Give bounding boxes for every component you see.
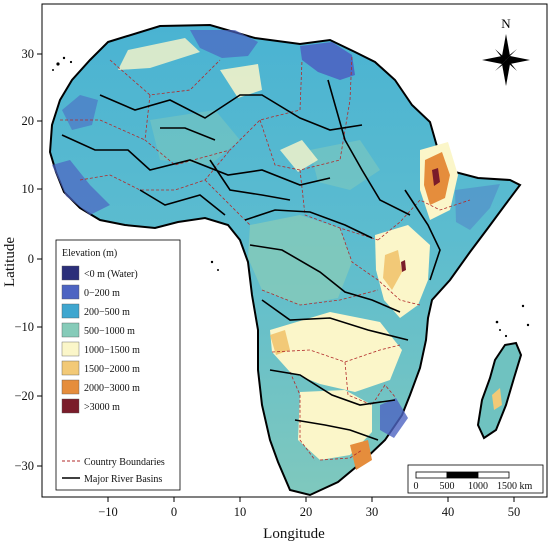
- y-tick-label: 0: [28, 252, 34, 266]
- scale-label: 1000: [468, 481, 488, 492]
- islands: [52, 56, 530, 338]
- legend-label: 0−200 m: [84, 288, 120, 299]
- legend-label: Country Boundaries: [84, 457, 165, 468]
- x-tick-label: 40: [442, 505, 455, 519]
- legend-swatch: [61, 360, 80, 376]
- y-tick-label: 20: [22, 114, 35, 128]
- legend-label: <0 m (Water): [84, 269, 138, 280]
- y-tick-label: −20: [14, 389, 34, 403]
- north-arrow: N: [482, 16, 530, 86]
- legend-swatch: [61, 303, 80, 319]
- legend-label: 1000−1500 m: [84, 345, 140, 356]
- scale-segment: [415, 471, 448, 479]
- legend-swatch: [61, 398, 80, 414]
- north-label: N: [501, 16, 511, 31]
- map-area: [48, 23, 530, 497]
- x-tick-label: 50: [508, 505, 521, 519]
- legend-swatch: [61, 379, 80, 395]
- y-axis-title: Latitude: [2, 237, 18, 287]
- scale-bar: 0 500 1000 1500 km: [407, 464, 544, 494]
- y-tick-label: −30: [14, 459, 34, 473]
- legend-title: Elevation (m): [62, 248, 117, 259]
- legend-label: 200−500 m: [84, 307, 130, 318]
- scale-label: 1500 km: [497, 481, 533, 492]
- legend-label: Major River Basins: [84, 474, 162, 485]
- scale-bar-box: [407, 464, 544, 494]
- legend-swatch: [61, 265, 80, 281]
- country-boundaries: [60, 54, 471, 461]
- legend-label: 1500−2000 m: [84, 364, 140, 375]
- legend-swatch: [61, 284, 80, 300]
- scale-segment: [477, 471, 510, 479]
- legend-swatch: [61, 322, 80, 338]
- legend-label: 2000−3000 m: [84, 383, 140, 394]
- legend: Elevation (m) <0 m (Water) 0−200 m 200−5…: [55, 239, 181, 491]
- scale-label: 500: [440, 481, 455, 492]
- x-axis-title: Longitude: [263, 526, 325, 542]
- y-tick-label: 30: [22, 47, 35, 61]
- x-tick-label: 10: [234, 505, 247, 519]
- major-river-basins: [61, 79, 441, 441]
- y-tick-label: −10: [14, 320, 34, 334]
- x-tick-label: 30: [366, 505, 379, 519]
- scale-segment: [446, 471, 479, 479]
- x-tick-label: −10: [98, 505, 118, 519]
- x-axis: [107, 497, 515, 502]
- legend-label: >3000 m: [84, 402, 120, 413]
- y-tick-label: 10: [22, 182, 35, 196]
- legend-label: 500−1000 m: [84, 326, 135, 337]
- scale-label: 0: [414, 481, 419, 492]
- x-tick-label: 20: [300, 505, 313, 519]
- y-axis: [37, 53, 42, 467]
- legend-swatch: [61, 341, 80, 357]
- x-tick-label: 0: [171, 505, 177, 519]
